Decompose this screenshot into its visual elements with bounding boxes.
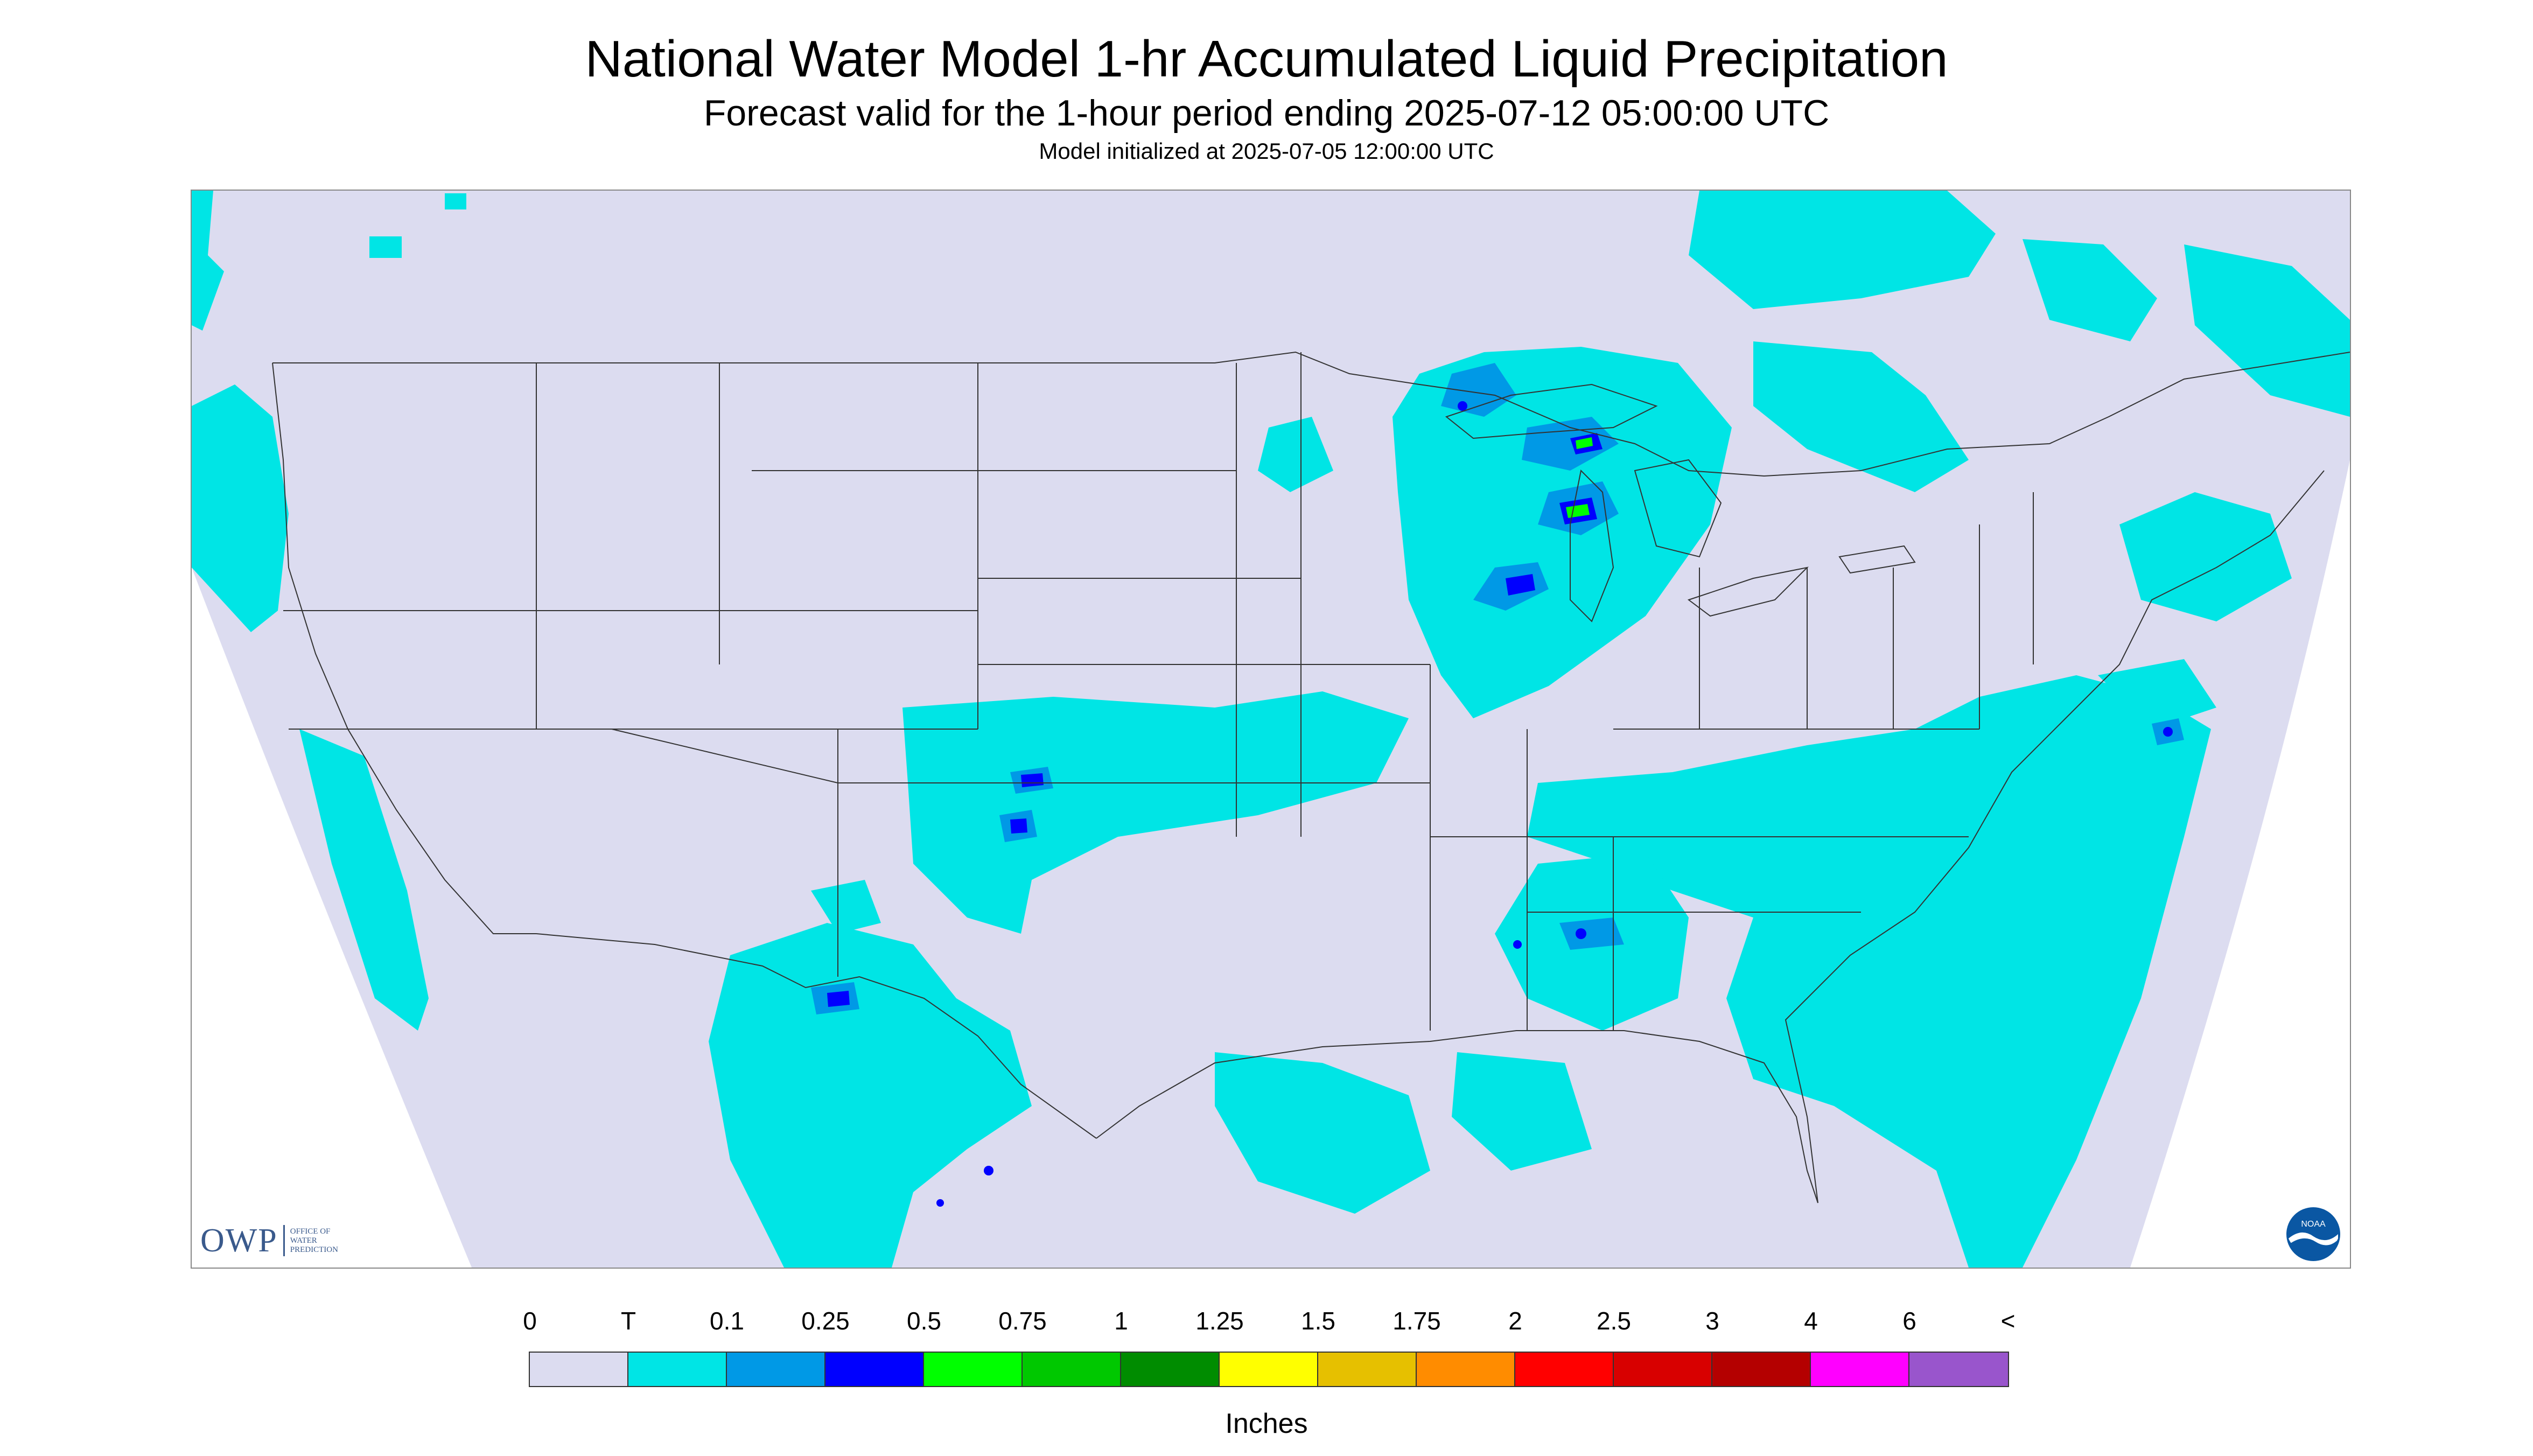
legend-swatch <box>924 1353 1023 1386</box>
legend-label: 0.75 <box>998 1307 1047 1335</box>
owp-logo-divider <box>283 1225 285 1256</box>
legend-label: 1.5 <box>1301 1307 1335 1335</box>
legend-labels: 0 T 0.1 0.25 0.5 0.75 1 1.25 1.5 1.75 2 2.5 3 4 6 < <box>0 1306 2533 1339</box>
legend-swatch <box>1614 1353 1712 1386</box>
boundaries <box>272 351 2350 1203</box>
legend-swatch <box>1318 1353 1417 1386</box>
gulf-coastline <box>1096 1030 1818 1203</box>
legend-label: 1 <box>1114 1307 1128 1335</box>
legend-swatch <box>530 1353 628 1386</box>
legend-label: 0.1 <box>710 1307 744 1335</box>
legend-swatch <box>727 1353 825 1386</box>
legend-label: < <box>2000 1307 2016 1335</box>
legend-label: 0.25 <box>801 1307 850 1335</box>
lake-huron <box>1634 459 1722 558</box>
legend-label: 2.5 <box>1597 1307 1631 1335</box>
us-canada-border <box>272 351 2350 477</box>
lake-superior <box>1445 383 1658 439</box>
legend-label: 0 <box>523 1307 537 1335</box>
legend-label: 4 <box>1804 1307 1818 1335</box>
legend-label: T <box>620 1307 636 1335</box>
owp-logo-abbr: OWP <box>200 1222 278 1259</box>
great-lakes <box>1445 383 1916 622</box>
precip-moderate-areas <box>827 401 2173 1207</box>
svg-text:NOAA: NOAA <box>2301 1220 2326 1229</box>
legend-swatch <box>1515 1353 1614 1386</box>
legend-swatch <box>1417 1353 1515 1386</box>
legend-swatch <box>825 1353 924 1386</box>
noaa-logo: NOAA <box>2286 1207 2340 1261</box>
precip-trace-areas <box>192 191 2350 1268</box>
model-init-note: Model initialized at 2025-07-05 12:00:00… <box>1039 138 1494 164</box>
lake-michigan <box>1570 469 1614 622</box>
legend-swatch <box>628 1353 727 1386</box>
us-mexico-border <box>536 933 1097 1139</box>
forecast-valid-subtitle: Forecast valid for the 1-hour period end… <box>703 93 1830 134</box>
legend-label: 1.25 <box>1195 1307 1244 1335</box>
precipitation-map <box>191 190 2351 1269</box>
lake-ontario <box>1838 545 1916 574</box>
legend-swatch <box>1712 1353 1811 1386</box>
legend-swatch <box>1121 1353 1220 1386</box>
legend-swatch <box>1023 1353 1121 1386</box>
owp-logo: OWP OFFICE OF WATER PREDICTION <box>200 1219 338 1262</box>
lake-erie <box>1687 566 1809 617</box>
legend-label: 2 <box>1508 1307 1522 1335</box>
map-title: National Water Model 1-hr Accumulated Li… <box>585 30 1948 88</box>
precip-legend-colorbar <box>529 1352 2009 1387</box>
legend-units: Inches <box>1225 1408 1308 1439</box>
legend-swatch <box>1811 1353 1909 1386</box>
legend-label: 0.5 <box>907 1307 941 1335</box>
legend-swatch <box>1220 1353 1318 1386</box>
legend-label: 6 <box>1902 1307 1916 1335</box>
atlantic-coastline <box>1785 470 2325 1203</box>
legend-swatch <box>1909 1353 2008 1386</box>
owp-logo-text: OFFICE OF WATER PREDICTION <box>290 1227 338 1254</box>
legend-label: 3 <box>1705 1307 1719 1335</box>
legend-label: 1.75 <box>1393 1307 1441 1335</box>
